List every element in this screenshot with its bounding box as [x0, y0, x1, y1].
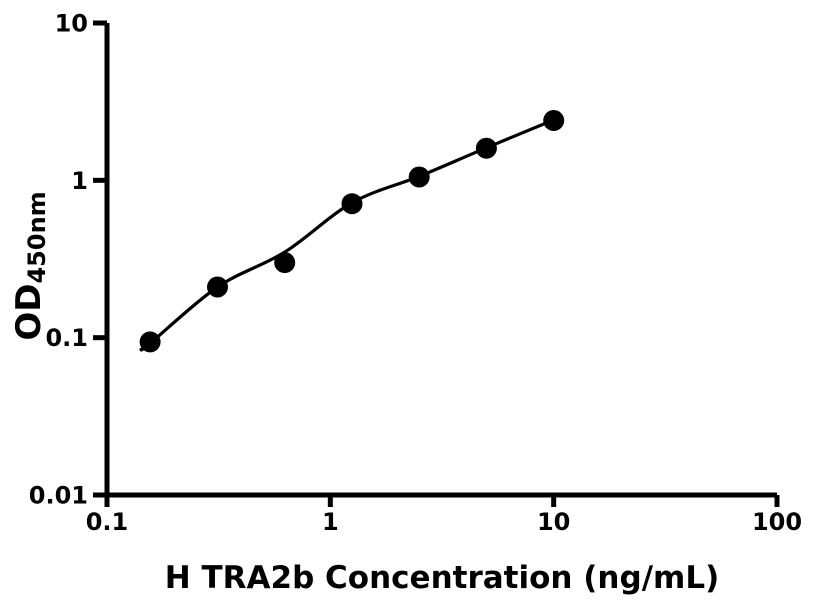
- x-tick-label: 1: [322, 508, 339, 536]
- data-point: [543, 110, 565, 131]
- x-tick-label: 10: [537, 508, 570, 536]
- y-axis-title-main: OD: [9, 283, 49, 341]
- x-axis-title: H TRA2b Concentration (ng/mL): [164, 560, 720, 596]
- data-point: [475, 137, 497, 159]
- data-point: [207, 276, 228, 298]
- data-point: [341, 193, 363, 215]
- y-tick-label: 10: [55, 10, 88, 38]
- y-axis-title: OD450nm: [9, 191, 51, 340]
- data-point: [139, 331, 161, 353]
- y-tick-label: 1: [71, 167, 88, 195]
- data-point: [274, 252, 296, 274]
- data-point: [408, 166, 430, 188]
- x-tick-label: 100: [752, 508, 802, 536]
- y-tick-label: 0.1: [45, 324, 88, 352]
- y-tick-label: 0.01: [29, 482, 88, 510]
- x-tick-label: 0.1: [86, 508, 129, 536]
- y-axis-title-subscript: 450nm: [23, 191, 51, 284]
